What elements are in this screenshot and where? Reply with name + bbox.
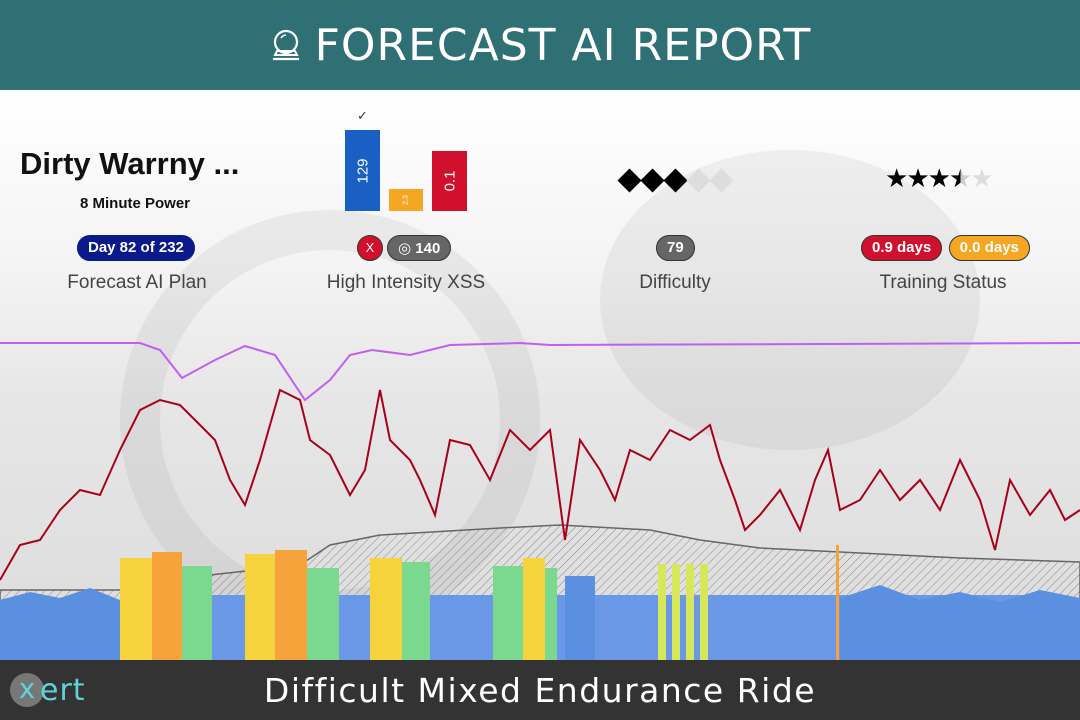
training-badges: 0.9 days 0.0 days	[861, 235, 1030, 261]
xert-logo-text: ert	[40, 672, 86, 708]
star-half-icon: ★	[948, 164, 973, 194]
interval-block	[245, 554, 275, 660]
star-filled-icon: ★	[885, 164, 909, 194]
star-empty-icon: ★	[970, 164, 994, 194]
interval-block	[545, 568, 557, 660]
difficulty-diamond-icon	[663, 168, 688, 193]
report-title: FORECAST AI REPORT	[314, 19, 812, 71]
difficulty-diamond-empty-icon	[709, 168, 734, 193]
report-header: FORECAST AI REPORT	[0, 0, 1080, 90]
interval-block	[686, 564, 694, 660]
workout-focus: 8 Minute Power	[80, 195, 191, 212]
report-body: Dirty Warrny ... 8 Minute Power Day 82 o…	[0, 90, 1080, 660]
interval-block	[120, 558, 152, 660]
interval-marker	[836, 545, 839, 660]
xss-bar-high-label: 2.3	[402, 195, 410, 205]
power-base-area	[0, 588, 120, 660]
training-label: Training Status	[879, 272, 1007, 293]
crystal-ball-icon	[272, 29, 299, 61]
xss-bar-low-label: 129	[354, 157, 371, 184]
training-stars: ★★★★★	[885, 164, 994, 194]
signature-line	[0, 341, 1080, 402]
power-base-area	[840, 585, 1080, 660]
interval-block	[700, 564, 708, 660]
xss-label: High Intensity XSS	[326, 272, 486, 293]
training-orange-badge: 0.0 days	[948, 235, 1030, 261]
xss-bar-high: 2.3	[389, 189, 423, 211]
xss-bar-peak: 0.1	[432, 151, 467, 211]
xss-badges: X ◎ 140	[357, 235, 452, 261]
interval-block	[370, 558, 402, 660]
difficulty-diamond-icon	[640, 168, 665, 193]
target-icon: ◎	[398, 239, 412, 257]
xss-x-badge: X	[357, 235, 383, 261]
heart-rate-line	[0, 388, 1080, 581]
plan-badge-wrap: Day 82 of 232	[77, 235, 195, 261]
interval-block	[152, 552, 182, 660]
interval-block	[493, 566, 523, 660]
star-filled-icon: ★	[927, 164, 951, 194]
difficulty-score-badge: 79	[656, 235, 695, 261]
interval-block	[565, 576, 595, 660]
interval-block	[275, 550, 307, 660]
interval-block	[523, 558, 545, 660]
plan-day-badge: Day 82 of 232	[77, 235, 195, 261]
difficulty-label: Difficulty	[639, 272, 711, 293]
star-filled-icon: ★	[906, 164, 930, 194]
background-photo-detail	[600, 150, 980, 450]
xss-bar-low: 129	[345, 130, 380, 211]
difficulty-diamond-icon	[617, 168, 642, 193]
xss-total-badge: ◎ 140	[387, 235, 452, 261]
interval-block	[672, 564, 680, 660]
interval-block	[182, 566, 212, 660]
workout-profile-graph	[0, 341, 1080, 660]
difficulty-rating	[617, 168, 734, 194]
difficulty-diamond-empty-icon	[686, 168, 711, 193]
workout-name: Dirty Warrny ...	[20, 146, 240, 181]
xert-logo: x ert	[10, 672, 86, 708]
workout-description: Difficult Mixed Endurance Ride	[263, 670, 817, 710]
interval-block	[658, 564, 666, 660]
xss-bar-chart: 129 2.3 0.1	[345, 130, 470, 211]
xert-logo-mark: x	[10, 673, 44, 707]
xss-total-value: 140	[415, 240, 441, 257]
xss-bar-peak-label: 0.1	[441, 170, 458, 192]
interval-block	[307, 568, 339, 660]
training-red-badge: 0.9 days	[861, 235, 943, 261]
plan-label: Forecast AI Plan	[67, 272, 207, 293]
report-footer: x ert Difficult Mixed Endurance Ride	[0, 660, 1080, 720]
difficulty-badge-wrap: 79	[656, 235, 695, 261]
interval-block	[402, 562, 430, 660]
xss-check-icon: ✓	[357, 108, 368, 123]
